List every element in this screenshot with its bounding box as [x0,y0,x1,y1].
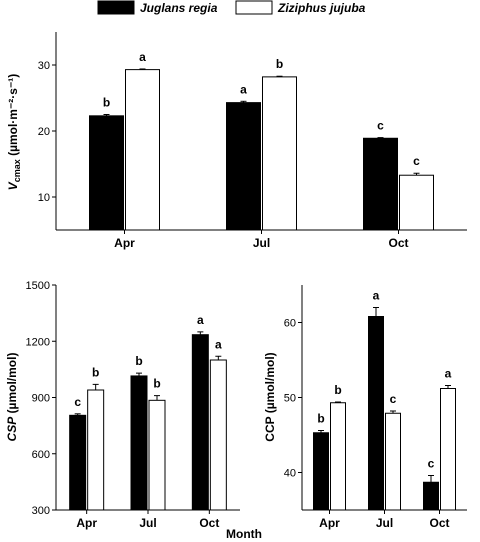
x-tick-label: Jul [376,516,393,530]
significance-letter: b [317,412,324,426]
x-tick-label: Apr [76,516,97,530]
legend-swatch-juglans [97,0,135,15]
y-tick-label: 600 [32,449,50,461]
bar-ziziphus-jul [262,76,297,231]
x-tick-label: Jul [139,516,156,530]
bar-ziziphus-oct [440,388,456,511]
y-tick-label: 1500 [26,280,50,292]
bar-ziziphus-apr [125,69,160,231]
significance-letter: b [153,377,160,391]
bar-juglans-apr [89,115,124,231]
significance-letter: c [74,395,81,409]
bar-juglans-jul [226,102,261,231]
legend-label-ziziphus: Ziziphus jujuba [277,1,366,15]
bar-ziziphus-jul [148,399,166,511]
y-tick-label: 300 [32,505,50,517]
y-tick-label: 20 [38,126,50,138]
significance-letter: a [445,367,452,381]
legend-label-juglans: Juglans regia [140,1,218,15]
y-tick-label: 50 [284,393,296,405]
x-tick-label: Jul [253,236,270,250]
bar-juglans-apr [313,432,329,511]
bar-juglans-jul [368,316,384,511]
vcmax-ylabel: Vcmax (µmol·m⁻²·s⁻¹) [6,74,22,191]
significance-letter: b [92,365,99,379]
significance-letter: c [413,154,420,168]
csp-ylabel: CSP (µmol/mol) [5,353,19,442]
bar-ziziphus-apr [87,389,105,511]
significance-letter: c [377,119,384,133]
ccp-ylabel: CCP (µmol/mol) [263,352,277,441]
significance-letter: b [135,354,142,368]
x-tick-label: Oct [429,516,449,530]
significance-letter: a [373,289,380,303]
significance-letter: b [334,383,341,397]
ccp-panel: 40 50 60 Apr b b Jul a c Oct c a [284,285,467,530]
y-tick-label: 10 [38,192,50,204]
bar-ziziphus-apr [330,402,346,511]
bar-juglans-oct [423,481,439,511]
y-tick-label: 30 [38,60,50,72]
bar-juglans-jul [130,375,148,511]
significance-letter: b [103,96,110,110]
bar-ziziphus-oct [209,359,227,511]
bar-juglans-apr [69,414,87,511]
x-tick-label: Apr [319,516,340,530]
y-tick-label: 60 [284,318,296,330]
x-tick-label: Oct [199,516,219,530]
significance-letter: a [139,50,146,64]
bar-ziziphus-jul [385,412,401,511]
significance-letter: a [240,82,247,96]
vcmax-panel: 10 20 30 Apr b a Jul a b Oct c c [38,32,467,250]
y-tick-label: 900 [32,393,50,405]
bar-ziziphus-oct [399,174,434,231]
significance-letter: b [276,57,283,71]
x-tick-label: Oct [388,236,408,250]
bar-juglans-oct [191,334,209,511]
y-tick-label: 1200 [26,336,50,348]
legend-swatch-ziziphus [235,0,273,15]
significance-letter: c [390,392,397,406]
significance-letter: a [197,313,204,327]
significance-letter: c [428,457,435,471]
x-tick-label: Apr [114,236,135,250]
shared-xlabel: Month [226,527,262,541]
bar-juglans-oct [363,137,398,231]
legend: Juglans regia Ziziphus jujuba [97,0,366,15]
significance-letter: a [215,337,222,351]
y-tick-label: 40 [284,468,296,480]
